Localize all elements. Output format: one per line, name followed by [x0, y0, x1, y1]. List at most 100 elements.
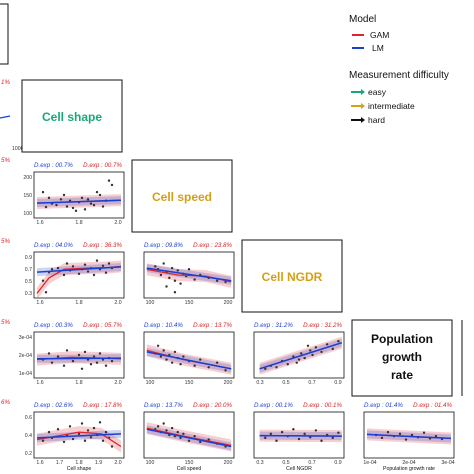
- x-tick-label: 1.6: [36, 380, 43, 386]
- data-point: [193, 364, 196, 367]
- data-point: [89, 202, 93, 205]
- data-point: [98, 421, 102, 424]
- data-point: [86, 198, 90, 201]
- legend: Model GAM LM Measurement difficulty easy…: [349, 14, 449, 125]
- x-tick-label: 1e-04: [363, 460, 376, 466]
- data-point: [98, 193, 102, 197]
- x-axis-label: Cell shape: [67, 466, 92, 472]
- x-tick-label: 0.9: [334, 380, 341, 386]
- data-point: [311, 353, 314, 357]
- data-point: [337, 431, 340, 434]
- data-point: [104, 364, 108, 367]
- x-tick-label: 200: [224, 300, 233, 306]
- data-point: [215, 279, 219, 282]
- data-point: [314, 429, 318, 432]
- x-tick-label: 0.3: [256, 380, 263, 386]
- data-point: [176, 430, 179, 434]
- panel-ngdr_diff: D.exp : 00.1% D.exp : 00.1% 0.3 0.5 0.7 0.9 Ce…: [253, 402, 345, 472]
- y-tick-label: 0.2: [25, 451, 32, 457]
- y-tick-label: 0.7: [25, 267, 32, 273]
- y-tick-label: 1e-04: [19, 371, 32, 377]
- data-point: [55, 203, 58, 207]
- dexp-lm-label: D.exp : 01.4%: [364, 402, 403, 409]
- lm-fit-line: [146, 267, 232, 282]
- data-point: [86, 429, 90, 432]
- left-fragments: 1% 5% 1000 5% 5% 6%: [0, 3, 24, 406]
- data-point: [286, 363, 289, 366]
- data-point: [292, 428, 295, 431]
- legend-lm-label: LM: [372, 43, 384, 53]
- lm-fit-line: [259, 341, 343, 370]
- y-tick-label: 0.4: [25, 433, 32, 439]
- data-point: [83, 439, 87, 442]
- data-point: [101, 205, 105, 208]
- x-tick-label: 1.8: [75, 460, 82, 466]
- panel-shape_pop: D.exp : 00.3% D.exp : 05.7% 1.6 1.8 2.0 1e-04…: [19, 322, 125, 386]
- data-point: [398, 432, 402, 436]
- data-point: [207, 366, 210, 369]
- panel-shape_diff: D.exp : 02.6% D.exp : 17.8% 1.6 1.7 1.8 1.9 2.…: [25, 402, 125, 472]
- dexp-lm-label: D.exp : 00.1%: [254, 402, 293, 409]
- legend-easy-arrow-icon: [351, 89, 365, 95]
- legend-model-title: Model: [349, 14, 376, 25]
- data-point: [101, 264, 105, 267]
- legend-intermediate-label: intermediate: [368, 101, 415, 111]
- data-point: [59, 198, 63, 201]
- data-point: [320, 439, 323, 442]
- data-point: [47, 352, 51, 355]
- x-tick-label: 1.6: [36, 220, 43, 226]
- x-tick-label: 2e-04: [402, 460, 415, 466]
- legend-easy-label: easy: [368, 87, 387, 97]
- data-point: [187, 439, 191, 442]
- data-point: [41, 439, 45, 442]
- data-point: [179, 282, 182, 285]
- data-point: [41, 190, 45, 194]
- panel-ngdr_pop: D.exp : 31.2% D.exp : 31.2% 0.3 0.5 0.7 0.9: [253, 322, 345, 386]
- x-axis-label: Population growth rate: [383, 466, 435, 472]
- data-point: [404, 438, 408, 441]
- data-point: [62, 273, 66, 277]
- lm-fit-line: [146, 428, 232, 448]
- data-point: [170, 361, 174, 364]
- data-point: [92, 203, 96, 207]
- data-point: [47, 196, 51, 200]
- legend-intermediate-arrow-icon: [351, 103, 365, 109]
- data-point: [104, 430, 108, 434]
- legend-difficulty-title: Measurement difficulty: [349, 70, 449, 81]
- data-point: [159, 273, 163, 277]
- x-tick-label: 2.0: [114, 300, 121, 306]
- dexp-lm-label: D.exp : 31.2%: [254, 322, 293, 329]
- x-tick-label: 1.6: [36, 460, 43, 466]
- data-point: [162, 262, 165, 265]
- data-point: [77, 272, 81, 276]
- pop-growth-label-line1: Population: [371, 332, 433, 346]
- data-point: [156, 425, 160, 428]
- x-tick-label: 0.7: [308, 460, 315, 466]
- data-point: [182, 355, 185, 358]
- x-axis-label: Cell speed: [177, 466, 202, 472]
- data-point: [89, 436, 93, 439]
- data-point: [56, 428, 60, 431]
- data-point: [110, 445, 114, 448]
- lm-fit-line: [36, 199, 122, 204]
- data-point: [320, 350, 323, 354]
- data-point: [162, 349, 165, 352]
- data-point: [165, 358, 168, 361]
- panel-frame: [253, 331, 345, 379]
- fragment-row2-pct: 5%: [1, 238, 10, 245]
- cropped-diagonal-box: [0, 3, 9, 65]
- data-point: [110, 359, 114, 363]
- lm-fit-line: [146, 351, 232, 370]
- data-point: [159, 355, 163, 358]
- data-point: [74, 209, 78, 213]
- data-point: [309, 349, 312, 352]
- x-tick-label: 3e-04: [441, 460, 454, 466]
- y-tick-label: 3e-04: [19, 335, 32, 341]
- x-tick-label: 1.6: [36, 300, 43, 306]
- x-tick-label: 0.3: [256, 460, 263, 466]
- panel-shape_ngdr: D.exp : 04.0% D.exp : 36.3% 1.6 1.8 2.0 0.3 0.…: [25, 242, 125, 306]
- y-tick-label: 0.9: [25, 255, 32, 261]
- x-tick-label: 1.8: [75, 380, 82, 386]
- data-point: [95, 361, 99, 364]
